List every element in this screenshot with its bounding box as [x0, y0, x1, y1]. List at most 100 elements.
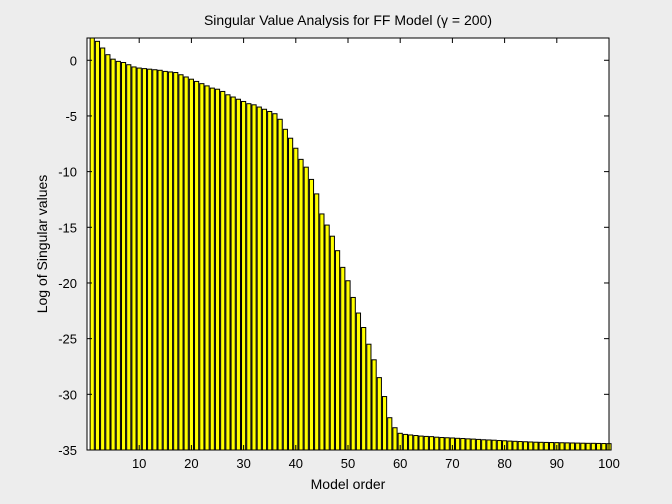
ticks-group: 10 20 30 40 50 60 70 80 90 100 0 -5 -10 -15 -20 -25 -30 -…: [58, 38, 620, 471]
bar-19: [183, 76, 189, 451]
bar-95: [580, 442, 586, 451]
bar-77: [486, 439, 492, 451]
bar-9: [131, 66, 137, 451]
bar-85: [528, 441, 534, 451]
bar-10: [136, 67, 142, 451]
bar-40: [293, 147, 299, 451]
bar-18: [178, 74, 184, 451]
x-tick-label-60: 60: [393, 456, 407, 471]
bar-21: [194, 80, 200, 451]
x-tick-label-50: 50: [341, 456, 355, 471]
bar-42: [303, 166, 309, 451]
bar-51: [350, 296, 356, 451]
x-tick-label-100: 100: [598, 456, 620, 471]
bar-72: [460, 438, 466, 451]
bar-24: [209, 87, 215, 451]
bar-69: [444, 437, 450, 451]
bar-83: [517, 441, 523, 451]
bar-75: [475, 438, 482, 451]
bar-26: [220, 90, 226, 451]
bar-65: [423, 435, 429, 451]
bar-56: [376, 377, 382, 451]
bar-41: [298, 158, 304, 451]
bar-37: [277, 118, 283, 451]
x-tick-label-10: 10: [132, 456, 146, 471]
bar-31: [246, 103, 252, 451]
y-tick-label--10: -10: [58, 165, 77, 180]
bar-89: [548, 442, 555, 451]
bar-48: [334, 250, 341, 451]
bar-3: [100, 47, 106, 451]
bar-63: [413, 435, 419, 451]
y-tick-label-0: 0: [70, 53, 77, 68]
bar-55: [371, 359, 377, 451]
bar-14: [157, 69, 163, 451]
bar-43: [308, 178, 315, 451]
bar-87: [538, 441, 544, 451]
bar-57: [381, 396, 388, 451]
bar-49: [340, 266, 346, 451]
chart-title: Singular Value Analysis for FF Model (γ …: [204, 12, 492, 28]
bar-54: [366, 343, 372, 451]
bar-45: [319, 213, 325, 451]
bar-58: [387, 417, 393, 451]
bar-36: [272, 113, 278, 451]
bar-93: [569, 442, 576, 451]
bar-5: [110, 58, 116, 451]
y-axis-label: Log of Singular values: [34, 175, 50, 314]
bar-2: [94, 40, 101, 451]
bar-96: [585, 442, 591, 451]
bar-91: [559, 442, 565, 451]
bar-30: [241, 100, 247, 451]
bar-22: [199, 83, 205, 451]
bar-86: [533, 441, 539, 451]
bar-82: [512, 440, 518, 451]
bar-66: [428, 436, 435, 451]
bar-59: [392, 427, 398, 451]
bar-74: [470, 438, 476, 451]
bar-53: [361, 327, 367, 451]
bar-78: [491, 439, 497, 451]
bar-62: [408, 434, 414, 451]
y-tick-label--15: -15: [58, 220, 77, 235]
y-tick-label--5: -5: [65, 109, 77, 124]
bar-79: [496, 440, 502, 451]
bar-38: [282, 128, 288, 451]
bar-67: [434, 436, 440, 451]
y-tick-label--20: -20: [58, 276, 77, 291]
bar-64: [418, 435, 424, 451]
bar-28: [230, 96, 236, 451]
bar-98: [595, 442, 602, 451]
bar-8: [126, 64, 132, 451]
bar-84: [522, 441, 529, 451]
bar-32: [251, 104, 257, 451]
x-tick-label-90: 90: [550, 456, 564, 471]
bar-34: [261, 108, 268, 451]
bar-97: [590, 442, 596, 451]
x-tick-label-80: 80: [497, 456, 511, 471]
bar-88: [543, 441, 549, 451]
bar-76: [481, 439, 487, 451]
bar-27: [225, 94, 231, 451]
bar-35: [267, 110, 273, 451]
bar-44: [314, 193, 320, 451]
bar-20: [188, 78, 194, 451]
bar-71: [455, 437, 461, 451]
bar-39: [287, 137, 294, 451]
bar-33: [256, 106, 262, 451]
bar-61: [402, 433, 409, 451]
y-tick-label--25: -25: [58, 332, 77, 347]
bar-46: [324, 224, 330, 451]
bar-68: [439, 437, 445, 451]
x-tick-label-30: 30: [236, 456, 250, 471]
bar-1: [89, 37, 95, 451]
bar-50: [345, 280, 351, 451]
x-tick-label-70: 70: [445, 456, 459, 471]
bar-16: [167, 71, 174, 451]
bar-92: [564, 442, 570, 451]
bar-47: [329, 235, 335, 451]
bar-13: [152, 69, 158, 451]
x-tick-label-40: 40: [289, 456, 303, 471]
bar-7: [120, 62, 127, 451]
